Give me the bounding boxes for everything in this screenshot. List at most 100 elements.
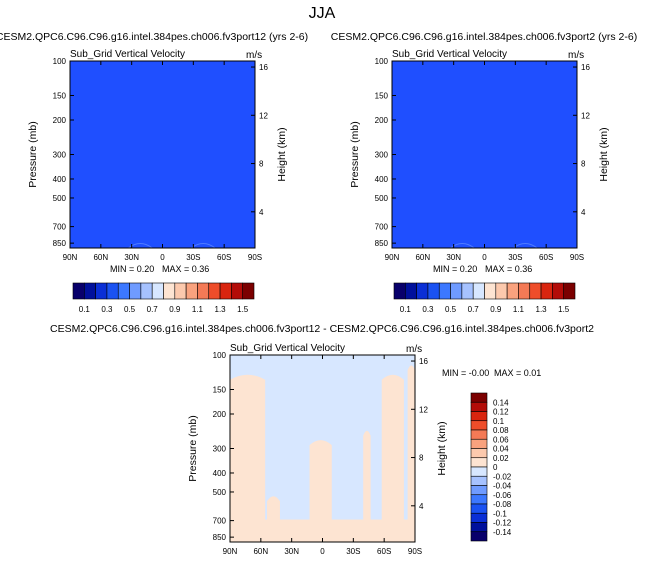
colorbar-swatch [151, 282, 164, 300]
y2-tick-label: 12 [581, 111, 590, 120]
y-tick-label: 850 [213, 533, 227, 542]
max-label: MAX = 0.36 [162, 264, 209, 274]
colorbar-swatch [470, 503, 488, 514]
panel-3: CESM2.QPC6.C96.C96.g16.intel.384pes.ch00… [50, 323, 594, 556]
panel-units: m/s [246, 50, 262, 61]
y2-axis-label: Height (km) [276, 127, 288, 181]
panel-units: m/s [406, 344, 422, 355]
y-tick-label: 300 [213, 445, 227, 454]
colorbar-swatch [106, 282, 119, 300]
colorbar-swatch [470, 475, 488, 486]
colorbar-swatch [163, 282, 176, 300]
colorbar-swatch [470, 392, 488, 403]
panel-subtitle: Sub_Grid Vertical Velocity [230, 343, 345, 354]
y-tick-label: 400 [53, 175, 67, 184]
y-tick-label: 400 [375, 175, 389, 184]
colorbar-swatch [540, 282, 553, 300]
colorbar-swatch [416, 282, 429, 300]
colorbar-swatch [470, 512, 488, 523]
colorbar-label: 0.7 [147, 305, 159, 314]
colorbar-swatch [242, 282, 255, 300]
field-positive [381, 374, 404, 542]
x-tick-label: 30S [346, 547, 360, 556]
x-tick-label: 30S [186, 253, 200, 262]
colorbar: 0.1 0.3 0.5 0.7 0.9 1.1 1.3 1.5 [393, 282, 576, 314]
y2-tick-label: 16 [581, 63, 590, 72]
max-label: MAX = 0.36 [485, 264, 532, 274]
y2-tick-label: 16 [419, 357, 428, 366]
colorbar-swatch [140, 282, 153, 300]
colorbar-swatch [506, 282, 519, 300]
colorbar-swatch [470, 485, 488, 496]
colorbar-swatch [72, 282, 85, 300]
y-axis-label: Pressure (mb) [27, 121, 39, 188]
colorbar-label: -0.14 [493, 528, 512, 537]
colorbar-swatch [450, 282, 463, 300]
x-tick-label: 30S [508, 253, 522, 262]
colorbar-label: 1.1 [192, 305, 204, 314]
colorbar-label: 0.3 [101, 305, 113, 314]
y-tick-label: 200 [213, 410, 227, 419]
x-tick-label: 60N [415, 253, 430, 262]
colorbar-label: 1.3 [215, 305, 227, 314]
panel-1: CESM2.QPC6.C96.C96.g16.intel.384pes.ch00… [0, 31, 308, 314]
panel-subtitle: Sub_Grid Vertical Velocity [392, 49, 507, 60]
colorbar-label: 0.5 [445, 305, 457, 314]
x-tick-label: 90S [570, 253, 584, 262]
field-fill [392, 61, 577, 248]
colorbar-label: -0.06 [493, 491, 512, 500]
y-tick-label: 700 [375, 223, 389, 232]
colorbar-swatch [185, 282, 198, 300]
panel-title: CESM2.QPC6.C96.C96.g16.intel.384pes.ch00… [50, 323, 594, 335]
colorbar-swatch [470, 522, 488, 533]
x-tick-label: 90S [408, 547, 422, 556]
field-positive [407, 365, 415, 542]
colorbar-swatch [219, 282, 232, 300]
colorbar-label: 0 [493, 463, 498, 472]
x-tick-label: 30N [446, 253, 461, 262]
colorbar-label: 0.5 [124, 305, 136, 314]
colorbar-label: 0.1 [493, 417, 505, 426]
colorbar-swatch [438, 282, 451, 300]
y-tick-label: 300 [375, 151, 389, 160]
y-axis-label: Pressure (mb) [349, 121, 361, 188]
y-tick-label: 150 [375, 92, 389, 101]
colorbar-swatch [84, 282, 96, 300]
contour-bump [450, 243, 475, 249]
colorbar-label: 0.06 [493, 435, 509, 444]
colorbar-swatch [197, 282, 210, 300]
colorbar: 0.140.120.10.080.060.040.020-0.02-0.04-0… [470, 392, 512, 542]
colorbar-swatch [470, 494, 488, 505]
colorbar-label: 0.9 [490, 305, 502, 314]
colorbar-label: 0.9 [169, 305, 181, 314]
x-tick-label: 60S [377, 547, 391, 556]
y-tick-label: 150 [213, 386, 227, 395]
y-tick-label: 850 [375, 239, 389, 248]
x-tick-label: 90S [248, 253, 262, 262]
y2-tick-label: 4 [419, 502, 424, 511]
colorbar-swatch [461, 282, 474, 300]
x-tick-label: 30N [284, 547, 299, 556]
colorbar-label: 0.1 [79, 305, 91, 314]
colorbar-label: 1.5 [237, 305, 249, 314]
colorbar-label: -0.04 [493, 482, 512, 491]
y2-tick-label: 16 [259, 63, 268, 72]
colorbar-swatch [427, 282, 440, 300]
x-tick-label: 60N [253, 547, 268, 556]
figure-title: JJA [309, 5, 336, 22]
x-tick-label: 30N [124, 253, 139, 262]
y-tick-label: 100 [375, 57, 389, 66]
panel-subtitle: Sub_Grid Vertical Velocity [70, 49, 185, 60]
colorbar-swatch [470, 457, 488, 468]
colorbar-swatch [393, 282, 406, 300]
panel-title: CESM2.QPC6.C96.C96.g16.intel.384pes.ch00… [0, 31, 308, 43]
field-fill [70, 61, 255, 248]
x-tick-label: 60S [539, 253, 553, 262]
field-positive [230, 374, 266, 542]
colorbar-label: -0.12 [493, 519, 512, 528]
y-tick-label: 200 [53, 116, 67, 125]
colorbar-swatch [117, 282, 130, 300]
panel-2: CESM2.QPC6.C96.C96.g16.intel.384pes.ch00… [331, 31, 637, 314]
y-tick-label: 700 [53, 223, 67, 232]
